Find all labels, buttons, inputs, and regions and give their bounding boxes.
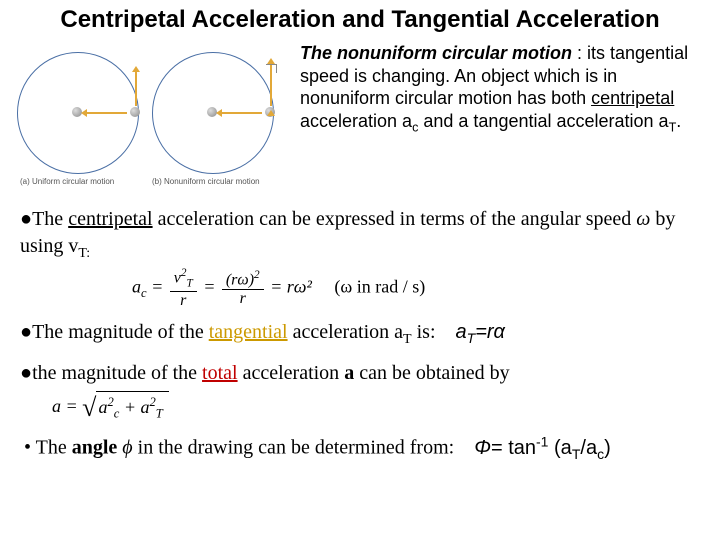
eq1-eq3: =	[270, 276, 287, 296]
b3-b: acceleration	[238, 362, 345, 384]
right-angle-mark	[266, 64, 277, 73]
eq1-eq1: =	[151, 276, 168, 296]
fig-caption-a: (a) Uniform circular motion	[20, 177, 114, 186]
b3-abold: a	[344, 362, 354, 384]
eq3-a: a	[52, 396, 61, 416]
rw: rω	[231, 271, 249, 288]
intro-dot: .	[676, 111, 681, 131]
b1-b: acceleration can be expressed in terms o…	[153, 208, 637, 230]
b4-a: The	[36, 437, 72, 459]
b3-a: the magnitude of the	[32, 362, 202, 384]
inrad: (ω in rad / s)	[334, 276, 425, 296]
b3-c: can be obtained by	[354, 362, 510, 384]
b2-a: The magnitude of the	[32, 321, 209, 343]
b2-tangential: tangential	[209, 321, 288, 343]
b1-a: The	[32, 208, 68, 230]
eq3-aT-sub: T	[156, 406, 163, 420]
eq1-eq2: =	[203, 276, 220, 296]
ac-arrow-left	[87, 112, 127, 114]
phi: ϕ	[122, 437, 132, 459]
eq2-a: a	[456, 321, 467, 343]
intro-text-2: acceleration a	[300, 111, 412, 131]
body-text: ●The centripetal acceleration can be exp…	[12, 206, 708, 464]
equation-1: ac = v2T r = (rω)2 r = rω² (ω in rad / s…	[132, 268, 708, 309]
b4-angle: angle	[72, 437, 118, 459]
Phi: Φ	[474, 437, 491, 459]
lead-bold: The nonuniform circular motion	[300, 43, 572, 63]
eq4-minus1: -1	[536, 433, 548, 449]
figure-panel: (a) Uniform circular motion (b) Nonunifo…	[12, 42, 292, 192]
b1-sub: T:	[78, 246, 90, 261]
frac-1: v2T r	[168, 268, 199, 309]
eq1-a: a	[132, 276, 141, 296]
fig-caption-b: (b) Nonuniform circular motion	[152, 177, 260, 186]
eq4-sc: c	[597, 446, 604, 462]
bullet-4: • The angle ϕ in the drawing can be dete…	[24, 432, 708, 464]
bullet-1: ●The centripetal acceleration can be exp…	[20, 206, 708, 264]
b2-c: is:	[412, 321, 436, 343]
b1-centripetal: centripetal	[68, 208, 152, 230]
vT2-v: v	[174, 269, 181, 286]
vt-arrow-left	[135, 72, 137, 106]
b2-T: T	[403, 332, 412, 347]
eq4-tan: = tan	[491, 437, 536, 459]
eq4-open: (a	[548, 437, 571, 459]
page-title: Centripetal Acceleration and Tangential …	[12, 6, 708, 34]
eq1-c: c	[141, 286, 147, 300]
bullet-3: ●the magnitude of the total acceleration…	[20, 360, 708, 387]
eq2-eq: =r	[475, 321, 493, 343]
vT2-T: T	[186, 277, 192, 289]
frac1-r: r	[170, 292, 197, 309]
sqrt: √ a2c + a2T	[82, 391, 169, 423]
bullet-2: ●The magnitude of the tangential acceler…	[20, 319, 708, 350]
frac-2: (rω)2 r	[220, 270, 266, 307]
centripetal-word: centripetal	[591, 88, 674, 108]
eq4-close: )	[604, 437, 611, 459]
omega: ω	[636, 208, 650, 230]
eq3-ac-sub: c	[114, 406, 120, 420]
eq4-ac: a	[586, 437, 597, 459]
intro-paragraph: The nonuniform circular motion : its tan…	[300, 42, 708, 136]
b4-b: in the drawing can be determined from:	[133, 437, 455, 459]
equation-3: a = √ a2c + a2T	[52, 391, 708, 423]
rw2: rω²	[287, 276, 312, 296]
particle-left	[130, 107, 140, 117]
frac2-r: r	[222, 290, 264, 307]
eq2-T: T	[467, 330, 476, 346]
alpha: α	[494, 321, 505, 343]
intro-text-3: and a tangential acceleration a	[418, 111, 668, 131]
top-row: (a) Uniform circular motion (b) Nonunifo…	[12, 42, 708, 192]
b2-b: acceleration a	[288, 321, 403, 343]
b3-total: total	[202, 362, 238, 384]
ac-arrow-right	[222, 112, 262, 114]
